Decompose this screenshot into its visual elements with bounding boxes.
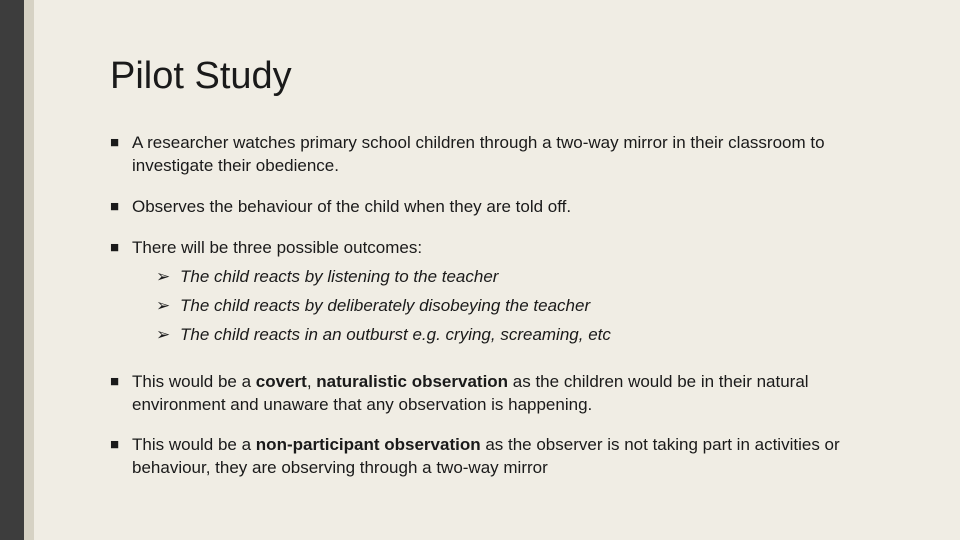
bullet-item: ■Observes the behaviour of the child whe…	[110, 196, 900, 219]
bullet-text: A researcher watches primary school chil…	[132, 132, 900, 178]
bullet-text: Observes the behaviour of the child when…	[132, 196, 900, 219]
square-bullet-icon: ■	[110, 238, 132, 258]
bullet-item: ■A researcher watches primary school chi…	[110, 132, 900, 178]
sub-item: ➢The child reacts by deliberately disobe…	[132, 295, 900, 318]
arrow-bullet-icon: ➢	[156, 324, 180, 347]
arrow-bullet-icon: ➢	[156, 295, 180, 318]
slide-content: Pilot Study ■A researcher watches primar…	[110, 55, 900, 498]
bullet-text: This would be a non-participant observat…	[132, 434, 900, 480]
slide-title: Pilot Study	[110, 55, 900, 98]
arrow-bullet-icon: ➢	[156, 266, 180, 289]
sub-item-text: The child reacts in an outburst e.g. cry…	[180, 324, 611, 347]
bullet-list: ■A researcher watches primary school chi…	[110, 132, 900, 480]
bullet-text: This would be a covert, naturalistic obs…	[132, 371, 900, 417]
square-bullet-icon: ■	[110, 372, 132, 392]
bullet-item: ■This would be a covert, naturalistic ob…	[110, 371, 900, 417]
sub-item: ➢The child reacts in an outburst e.g. cr…	[132, 324, 900, 347]
square-bullet-icon: ■	[110, 197, 132, 217]
sub-item-text: The child reacts by listening to the tea…	[180, 266, 498, 289]
bullet-item: ■This would be a non-participant observa…	[110, 434, 900, 480]
sub-list: ➢The child reacts by listening to the te…	[132, 266, 900, 347]
square-bullet-icon: ■	[110, 435, 132, 455]
bullet-text: There will be three possible outcomes:➢T…	[132, 237, 900, 353]
sub-item: ➢The child reacts by listening to the te…	[132, 266, 900, 289]
sub-item-text: The child reacts by deliberately disobey…	[180, 295, 590, 318]
sidebar-dark	[0, 0, 24, 540]
square-bullet-icon: ■	[110, 133, 132, 153]
sidebar-light	[24, 0, 34, 540]
bullet-item: ■There will be three possible outcomes:➢…	[110, 237, 900, 353]
